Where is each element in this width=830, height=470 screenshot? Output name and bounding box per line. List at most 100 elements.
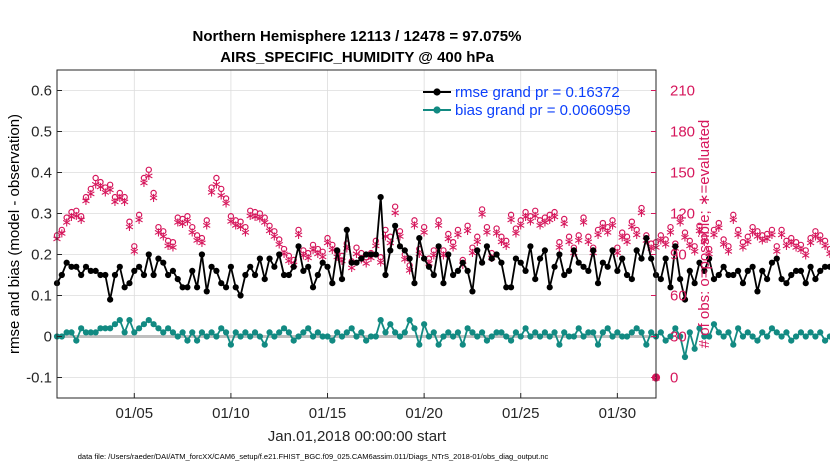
obs-possible-marker	[594, 226, 602, 234]
bias-point	[396, 333, 404, 340]
obs-evaluated-marker: ∗	[187, 225, 198, 240]
bias-point	[749, 333, 756, 340]
bias-point	[334, 329, 341, 336]
rmse-point	[285, 271, 292, 279]
bias-point	[271, 333, 278, 340]
bias-point	[648, 329, 655, 336]
bias-point	[425, 333, 433, 340]
bias-point	[783, 329, 790, 336]
bias-point	[715, 329, 722, 336]
obs-possible-marker	[657, 232, 665, 239]
rmse-point	[218, 280, 225, 287]
rmse-point	[754, 288, 761, 295]
obs-evaluated-marker: ∗	[177, 217, 188, 232]
obs-evaluated-marker: ∗	[385, 236, 396, 251]
rmse-point	[730, 271, 737, 279]
obs-evaluated-marker: ∗	[694, 224, 705, 239]
obs-evaluated-marker: ∗	[665, 225, 676, 240]
bias-point	[450, 333, 457, 340]
obs-possible-marker	[116, 189, 123, 197]
y-left-tick-label: 0.1	[31, 288, 52, 305]
obs-possible-marker	[773, 243, 780, 250]
rmse-point	[131, 267, 138, 274]
obs-evaluated-marker: ∗	[472, 235, 483, 250]
obs-evaluated-marker: ∗	[414, 247, 425, 262]
obs-evaluated-marker: ∗	[192, 233, 203, 248]
obs-possible-marker	[227, 213, 235, 220]
obs-possible-marker	[189, 223, 196, 231]
rmse-point	[92, 267, 99, 274]
rmse-point	[208, 263, 215, 270]
obs-evaluated-marker: ∗	[467, 246, 478, 261]
bias-point	[536, 333, 544, 340]
obs-evaluated-marker: ∗	[786, 236, 797, 251]
plot-frame	[56, 69, 657, 399]
bias-point	[300, 329, 307, 336]
rmse-point	[783, 280, 790, 287]
bias-point	[551, 329, 558, 336]
y-left-tick-label: 0.3	[31, 206, 52, 223]
bias-point	[744, 329, 751, 336]
obs-possible-marker	[676, 214, 684, 221]
rmse-point	[227, 263, 235, 270]
bias-series	[53, 317, 830, 361]
obs-evaluated-marker: ∗	[781, 239, 792, 254]
obs-evaluated-marker: ∗	[800, 249, 811, 264]
obs-evaluated-marker: ∗	[327, 243, 338, 258]
chart-title-line2: AIRS_SPECIFIC_HUMIDITY @ 400 hPa	[220, 49, 494, 66]
bias-point	[459, 341, 466, 348]
y-right-tick-label: 0	[670, 370, 678, 387]
obs-evaluated-marker: ∗	[283, 254, 294, 269]
rmse-point	[256, 255, 263, 262]
rmse-point	[271, 263, 278, 270]
bias-point	[817, 329, 824, 336]
bias-point	[633, 325, 640, 332]
obs-possible-marker	[82, 193, 90, 201]
bias-point	[797, 329, 805, 336]
obs-possible-marker	[585, 233, 592, 240]
obs-possible-marker	[696, 222, 703, 229]
rmse-point	[435, 243, 442, 250]
bias-point	[411, 325, 418, 332]
bias-point	[78, 325, 85, 332]
obs-evaluated-marker: ∗	[119, 195, 130, 210]
obs-possible-marker	[551, 208, 558, 216]
obs-possible-marker	[203, 217, 210, 224]
obs-possible-marker	[599, 219, 607, 227]
obs-possible-marker	[218, 185, 225, 193]
y-left-tick-label: 0.2	[31, 247, 52, 264]
obs-evaluated-marker: ∗	[491, 227, 502, 242]
obs-evaluated-marker: ∗	[235, 220, 246, 235]
obs-possible-marker	[739, 238, 747, 246]
obs-possible-marker	[290, 256, 297, 264]
obs-evaluated-marker: ∗	[549, 210, 560, 225]
y-right-tick-label: 120	[670, 206, 695, 223]
bias-point	[189, 329, 196, 336]
obs-evaluated-marker: ∗	[660, 238, 671, 253]
rmse-point	[817, 267, 824, 274]
bias-point	[590, 329, 597, 336]
obs-possible-marker	[701, 233, 708, 240]
obs-possible-marker	[546, 211, 553, 219]
obs-possible-marker	[614, 244, 621, 251]
obs-evaluated-marker: ∗	[390, 206, 401, 221]
obs-possible-marker	[121, 193, 128, 201]
obs-possible-marker	[710, 226, 718, 234]
rmse-point	[643, 235, 650, 242]
obs-evaluated-marker: ∗	[250, 210, 261, 225]
rmse-point	[78, 271, 85, 279]
rmse-point	[425, 263, 433, 270]
obs-evaluated-marker: ∗	[752, 229, 763, 244]
bias-point	[623, 333, 631, 340]
bias-point	[585, 329, 592, 336]
bias-point	[556, 341, 563, 348]
rmse-point	[807, 263, 814, 270]
bias-point	[358, 329, 365, 336]
obs-count-markers: ∗∗∗∗∗∗∗∗∗∗∗∗∗∗∗∗∗∗∗∗∗∗∗∗∗∗∗∗∗∗∗∗∗∗∗∗∗∗∗∗…	[52, 166, 830, 387]
obs-possible-marker	[140, 174, 148, 182]
obs-evaluated-marker: ∗	[747, 225, 758, 240]
rmse-point	[768, 259, 776, 266]
bias-point	[256, 333, 263, 340]
obs-possible-marker	[329, 241, 336, 249]
rmse-point	[276, 251, 283, 258]
